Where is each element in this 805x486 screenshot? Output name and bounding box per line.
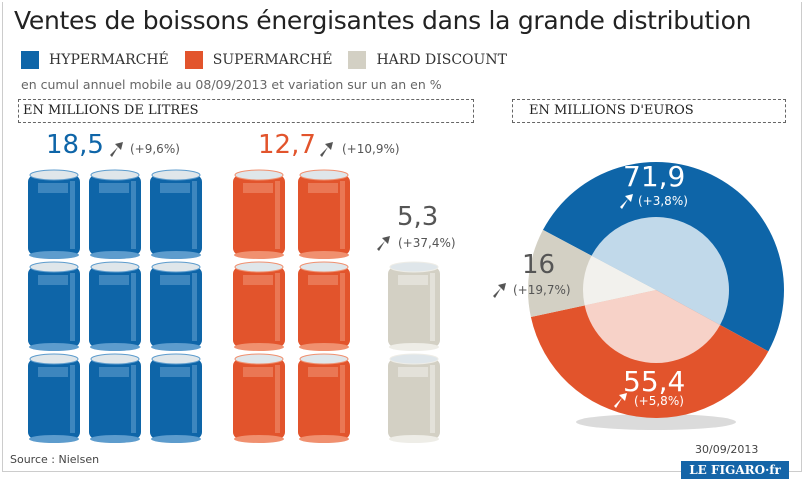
legend-swatch: [21, 51, 39, 69]
section-euros-header: EN MILLIONS D'EUROS: [512, 99, 786, 123]
can-0: [28, 353, 80, 443]
pie-inner-slice-1: [584, 290, 721, 363]
arrow-up-icon: [320, 142, 333, 157]
arrow-up-icon: [614, 393, 627, 408]
legend-item-super: SUPERMARCHÉ: [184, 51, 333, 69]
can-1: [233, 169, 285, 259]
bar-variation-hyper: (+9,6%): [130, 142, 180, 156]
legend-swatch: [184, 51, 203, 69]
can-2: [388, 261, 440, 351]
can-0: [89, 353, 141, 443]
pie-shadow: [576, 414, 736, 430]
can-2: [388, 353, 440, 443]
legend-item-hard: HARD DISCOUNT: [348, 51, 507, 69]
can-1: [233, 261, 285, 351]
bar-variation-super: (+10,9%): [342, 142, 400, 156]
pie-label-hyper: 71,9: [623, 160, 686, 193]
arrow-up-icon: [493, 283, 506, 298]
can-0: [150, 261, 202, 351]
legend: HYPERMARCHÉ SUPERMARCHÉ HARD DISCOUNT: [21, 51, 507, 69]
source: Source : Nielsen: [10, 453, 100, 466]
frame: [2, 2, 802, 472]
bar-label-super: 12,7: [258, 130, 316, 160]
bar-label-hard: 5,3: [397, 202, 439, 232]
can-1: [298, 169, 350, 259]
arrow-up-icon: [377, 236, 390, 251]
le-figaro-logo[interactable]: LE FIGARO·fr: [681, 461, 789, 479]
legend-label: HARD DISCOUNT: [376, 52, 507, 68]
pie-inner-slice-2: [583, 255, 656, 306]
section-litres-header: EN MILLIONS DE LITRES: [18, 99, 474, 123]
pie-inner-slice-0: [591, 217, 729, 325]
pie-variation-hard: (+19,7%): [513, 283, 571, 297]
legend-swatch: [348, 51, 367, 69]
bar-label-hyper: 18,5: [46, 130, 104, 160]
pie-label-hard: 16: [522, 250, 556, 280]
subtitle: en cumul annuel mobile au 08/09/2013 et …: [21, 77, 442, 92]
bar-variation-hard: (+37,4%): [398, 236, 456, 250]
pie-variation-hyper: (+3,8%): [638, 194, 688, 208]
arrow-up-icon: [620, 194, 633, 209]
can-0: [28, 169, 80, 259]
can-1: [298, 353, 350, 443]
can-1: [298, 261, 350, 351]
arrow-up-icon: [110, 142, 123, 157]
can-0: [89, 169, 141, 259]
pie-label-super: 55,4: [623, 365, 686, 398]
legend-item-hyper: HYPERMARCHÉ: [21, 51, 169, 69]
can-0: [150, 169, 202, 259]
date: 30/09/2013: [695, 443, 759, 456]
can-0: [89, 261, 141, 351]
can-0: [28, 261, 80, 351]
can-0: [150, 353, 202, 443]
legend-label: SUPERMARCHÉ: [212, 52, 333, 68]
legend-label: HYPERMARCHÉ: [49, 52, 169, 68]
page-title: Ventes de boissons énergisantes dans la …: [14, 6, 752, 35]
can-1: [233, 353, 285, 443]
pie-variation-super: (+5,8%): [634, 394, 684, 408]
